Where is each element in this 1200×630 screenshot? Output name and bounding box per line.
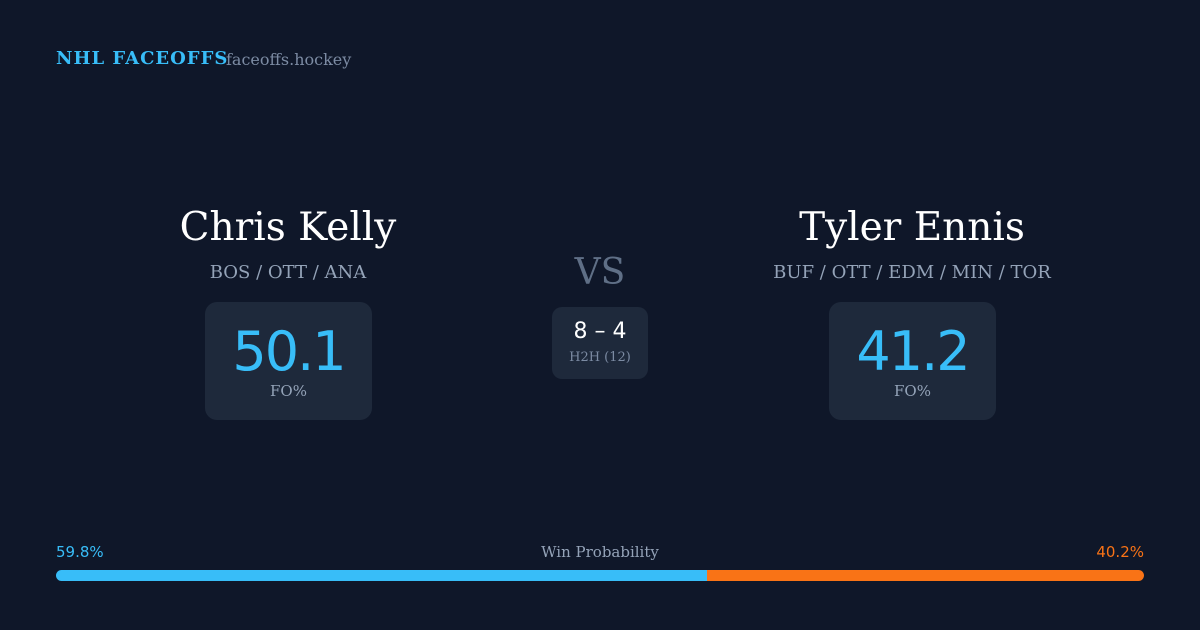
win-prob-title: Win Probability xyxy=(541,543,659,561)
stat-box: 41.2 FO% xyxy=(829,302,996,420)
player-name: Chris Kelly xyxy=(179,205,397,250)
brand: NHL FACEOFFS xyxy=(56,48,229,69)
versus: VS xyxy=(574,252,626,293)
h2h-box: 8 – 4 H2H (12) xyxy=(552,307,648,379)
h2h-label: H2H (12) xyxy=(569,350,631,365)
win-prob-segment xyxy=(706,570,1144,581)
fo-label: FO% xyxy=(270,382,307,400)
fo-value: 50.1 xyxy=(232,320,346,383)
stat-box: 50.1 FO% xyxy=(205,302,372,420)
player-name: Tyler Ennis xyxy=(799,205,1025,250)
fo-label: FO% xyxy=(894,382,931,400)
fo-value: 41.2 xyxy=(856,320,970,383)
win-prob-label: 40.2% xyxy=(1096,543,1144,561)
win-prob-segment xyxy=(56,570,707,581)
win-prob-label: 59.8% xyxy=(56,543,104,561)
win-prob-bar xyxy=(56,570,1144,581)
player-teams: BUF / OTT / EDM / MIN / TOR xyxy=(773,262,1051,283)
h2h-record: 8 – 4 xyxy=(573,319,627,344)
player-teams: BOS / OTT / ANA xyxy=(209,262,367,283)
site: faceoffs.hockey xyxy=(226,50,352,69)
